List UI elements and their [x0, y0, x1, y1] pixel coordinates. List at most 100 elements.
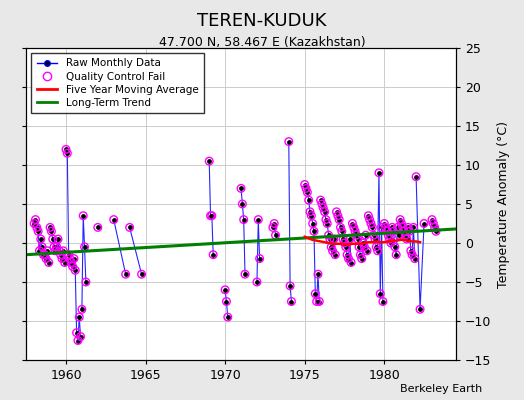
- Point: [334, 212, 342, 219]
- Point: [384, 232, 392, 238]
- Point: [367, 220, 375, 227]
- Point: [389, 228, 398, 234]
- Point: [387, 240, 395, 246]
- Point: [310, 228, 318, 234]
- Point: [30, 220, 38, 227]
- Point: [241, 271, 249, 278]
- Point: [340, 240, 348, 246]
- Point: [355, 244, 363, 250]
- Point: [322, 216, 330, 223]
- Point: [253, 279, 261, 285]
- Point: [66, 255, 74, 262]
- Point: [205, 158, 213, 164]
- Point: [391, 244, 399, 250]
- Point: [359, 240, 367, 246]
- Point: [332, 209, 341, 215]
- Point: [314, 271, 322, 278]
- Point: [383, 228, 391, 234]
- Point: [50, 244, 58, 250]
- Point: [350, 224, 358, 230]
- Point: [375, 170, 383, 176]
- Point: [357, 255, 366, 262]
- Point: [51, 248, 60, 254]
- Point: [343, 252, 351, 258]
- Point: [54, 236, 62, 242]
- Point: [336, 224, 345, 230]
- Point: [411, 255, 419, 262]
- Point: [368, 224, 377, 230]
- Point: [205, 158, 213, 164]
- Point: [348, 220, 357, 227]
- Point: [397, 220, 406, 227]
- Point: [385, 236, 394, 242]
- Point: [354, 236, 362, 242]
- Point: [80, 244, 89, 250]
- Point: [269, 224, 277, 230]
- Point: [379, 298, 387, 305]
- Point: [34, 228, 42, 234]
- Point: [356, 252, 365, 258]
- Point: [30, 220, 38, 227]
- Point: [404, 224, 412, 230]
- Point: [253, 279, 261, 285]
- Point: [110, 216, 118, 223]
- Point: [42, 255, 50, 262]
- Point: [344, 255, 353, 262]
- Point: [387, 240, 395, 246]
- Point: [351, 228, 359, 234]
- Point: [312, 298, 321, 305]
- Point: [64, 252, 73, 258]
- Point: [137, 271, 146, 278]
- Point: [224, 314, 232, 320]
- Point: [429, 220, 438, 227]
- Point: [270, 220, 278, 227]
- Point: [376, 290, 385, 297]
- Point: [348, 220, 357, 227]
- Text: 47.700 N, 58.467 E (Kazakhstan): 47.700 N, 58.467 E (Kazakhstan): [159, 36, 365, 49]
- Point: [286, 283, 294, 289]
- Point: [360, 244, 368, 250]
- Point: [392, 252, 400, 258]
- Point: [42, 255, 50, 262]
- Point: [309, 220, 317, 227]
- Point: [307, 212, 315, 219]
- Point: [360, 244, 368, 250]
- Point: [402, 236, 411, 242]
- Point: [63, 150, 71, 156]
- Point: [343, 252, 351, 258]
- Point: [335, 216, 343, 223]
- Point: [94, 224, 102, 230]
- Point: [75, 314, 83, 320]
- Point: [315, 298, 323, 305]
- Point: [307, 212, 315, 219]
- Point: [428, 216, 436, 223]
- Point: [342, 244, 350, 250]
- Point: [346, 236, 354, 242]
- Point: [323, 220, 332, 227]
- Point: [34, 228, 42, 234]
- Point: [412, 174, 420, 180]
- Point: [388, 224, 397, 230]
- Point: [352, 232, 361, 238]
- Point: [356, 252, 365, 258]
- Y-axis label: Temperature Anomaly (°C): Temperature Anomaly (°C): [497, 120, 510, 288]
- Point: [122, 271, 130, 278]
- Point: [329, 248, 337, 254]
- Point: [329, 248, 337, 254]
- Point: [77, 334, 85, 340]
- Point: [330, 236, 338, 242]
- Point: [49, 236, 57, 242]
- Point: [64, 252, 73, 258]
- Point: [74, 337, 82, 344]
- Point: [323, 220, 332, 227]
- Point: [39, 252, 48, 258]
- Point: [255, 255, 264, 262]
- Point: [80, 244, 89, 250]
- Point: [55, 248, 63, 254]
- Point: [354, 236, 362, 242]
- Point: [75, 314, 83, 320]
- Point: [397, 220, 406, 227]
- Point: [241, 271, 249, 278]
- Point: [357, 255, 366, 262]
- Point: [47, 228, 56, 234]
